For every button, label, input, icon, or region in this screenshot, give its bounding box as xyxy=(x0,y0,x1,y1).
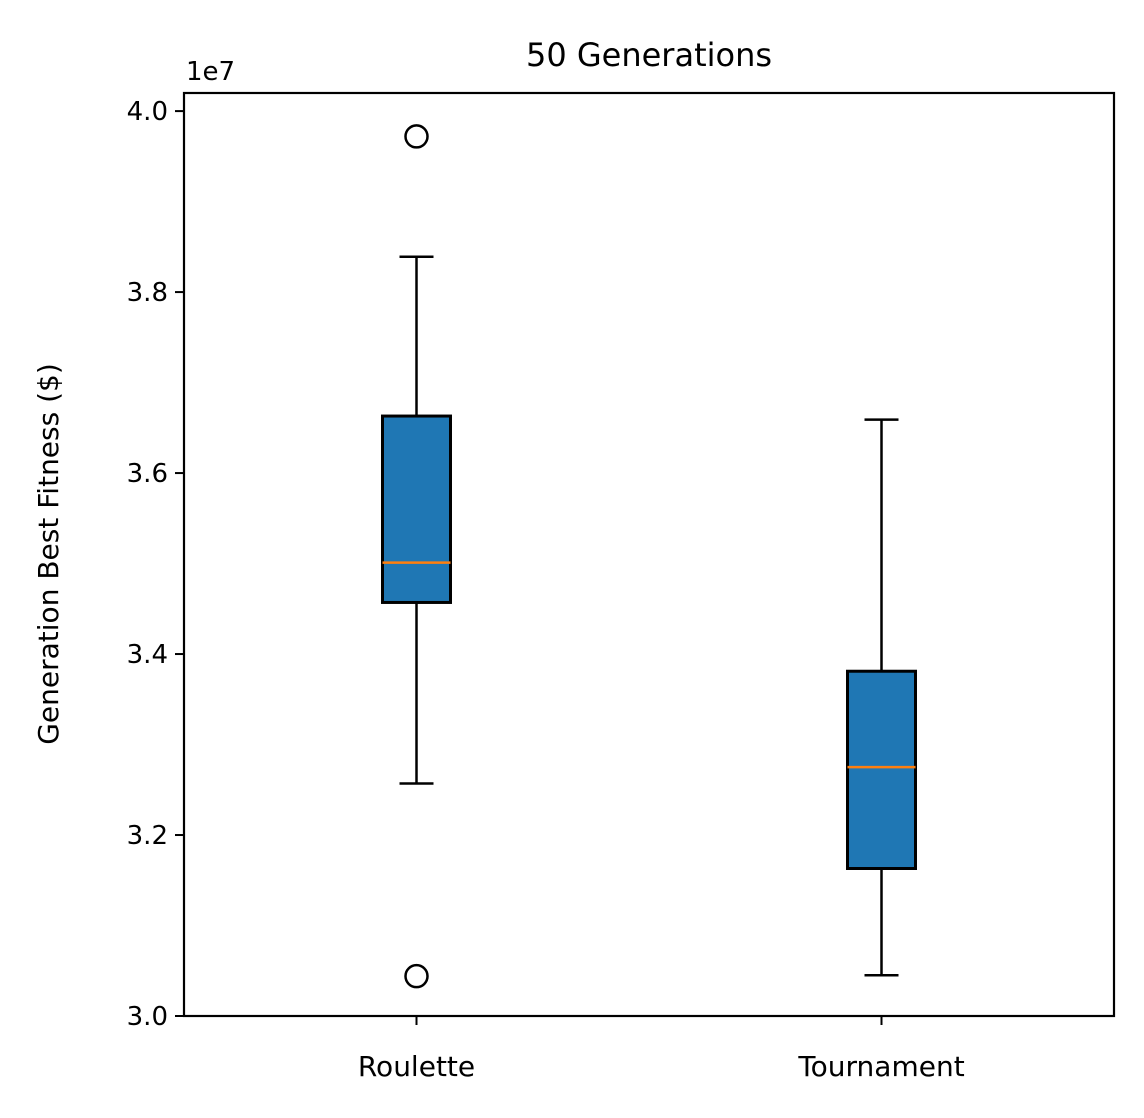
y-tick-label: 4.0 xyxy=(127,97,168,127)
x-tick-label: Roulette xyxy=(358,1050,475,1083)
plot-frame xyxy=(182,91,1116,1018)
iqr-box xyxy=(846,669,917,871)
y-tick-label: 3.8 xyxy=(127,278,168,308)
box-group-tournament xyxy=(846,418,917,977)
outlier-point xyxy=(404,124,429,149)
y-tick-label: 3.0 xyxy=(127,1002,168,1032)
y-axis-label: Generation Best Fitness ($) xyxy=(32,363,65,745)
y-tick-label: 3.2 xyxy=(127,821,168,851)
iqr-box xyxy=(381,414,452,604)
box-group-roulette xyxy=(381,124,452,989)
plot-area: 3.0 3.2 3.4 3.6 3.8 4.0 Roulette Tournament xyxy=(127,97,965,1083)
y-tick-label: 3.6 xyxy=(127,459,168,489)
x-tick-label: Tournament xyxy=(797,1050,964,1083)
y-offset-label: 1e7 xyxy=(186,57,235,87)
chart-title: 50 Generations xyxy=(526,36,772,74)
y-tick-label: 3.4 xyxy=(127,640,168,670)
outlier-point xyxy=(404,963,429,989)
